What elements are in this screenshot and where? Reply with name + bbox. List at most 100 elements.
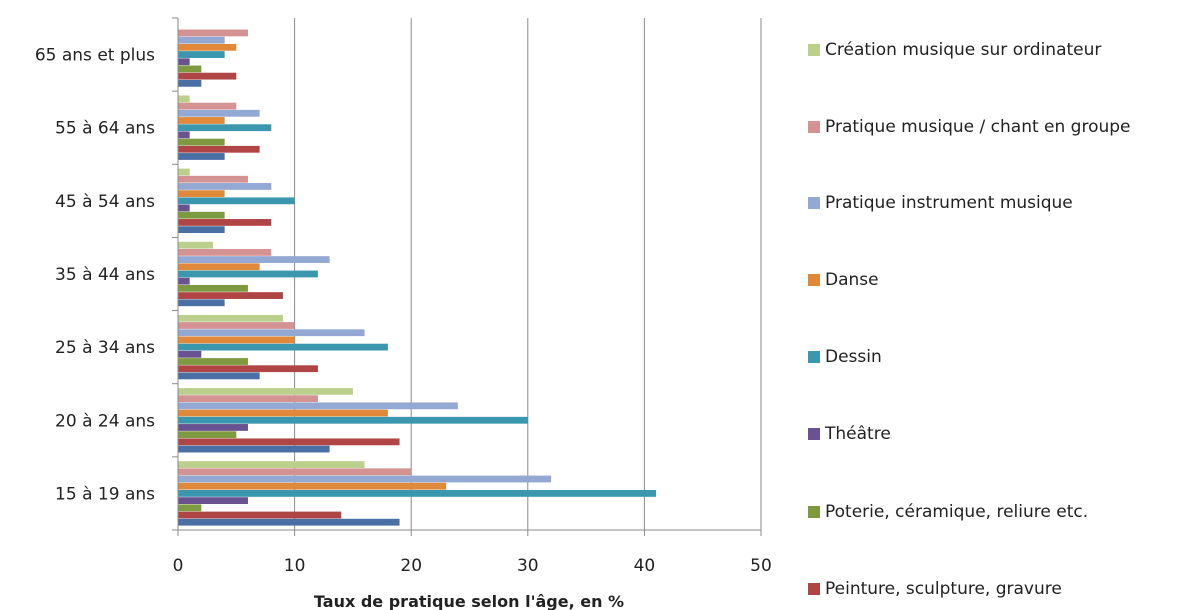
bar [178,431,237,439]
bar [178,277,190,285]
legend-label: Pratique musique / chant en groupe [825,117,1131,137]
bar [178,204,190,212]
bar [178,395,318,403]
legend-item: Pratique instrument musique [808,190,1173,216]
bar [178,51,225,58]
bar [178,263,260,271]
bar [178,95,190,103]
legend-label: Pratique instrument musique [825,193,1073,213]
legend-swatch [808,506,820,518]
bar [178,175,248,183]
bar [178,138,225,146]
bars [178,29,657,526]
y-tick-label: 25 à 34 ans [55,338,155,358]
bar [178,299,225,307]
y-tick-label: 15 à 19 ans [55,484,155,504]
bar [178,270,318,278]
bar [178,424,248,431]
y-tick-label: 20 à 24 ans [55,411,155,431]
legend-label: Poterie, céramique, reliure etc. [825,502,1089,522]
legend-swatch [808,583,820,595]
bar [178,358,248,365]
bar [178,117,225,124]
bar [178,145,260,153]
legend-item: Dessin [808,344,1173,370]
legend-swatch [808,197,820,209]
bar [178,329,365,337]
legend-item: Pratique musique / chant en groupe [808,114,1173,140]
bar [178,219,272,226]
bar [178,322,295,329]
legend-item: Danse [808,267,1173,293]
bar [178,482,447,490]
legend-swatch [808,121,820,133]
bar [178,109,260,117]
bar [178,438,400,446]
legend-swatch [808,44,820,56]
bar [178,102,237,110]
bar [178,350,202,358]
bar [178,343,388,351]
bar [178,388,353,395]
legend: Création musique sur ordinateur Pratique… [808,0,1178,610]
bar [178,445,330,453]
bar [178,190,225,198]
legend-swatch [808,351,820,363]
legend-item: Poterie, céramique, reliure etc. [808,499,1173,525]
bar [178,79,202,87]
bar [178,402,458,410]
legend-label: Dessin [825,347,882,367]
bar [178,248,272,256]
legend-label: Théâtre [825,424,891,444]
bar [178,72,237,80]
legend-swatch [808,274,820,286]
bar [178,490,657,497]
bar [178,65,202,73]
legend-label: Création musique sur ordinateur [825,40,1102,60]
x-tick-label: 10 [284,556,306,576]
bar [178,153,225,160]
x-tick-label: 40 [634,556,656,576]
bar [178,29,248,37]
bar [178,497,248,504]
x-tick-label: 20 [400,556,422,576]
bar [178,365,318,373]
x-axis-label: Taux de pratique selon l'âge, en % [314,592,624,610]
legend-swatch [808,428,820,440]
x-tick-label: 30 [517,556,539,576]
y-tick-label: 65 ans et plus [35,46,155,66]
bar [178,409,388,417]
legend-item: Peinture, sculpture, gravure [808,576,1173,602]
gridlines [294,18,762,530]
bar [178,124,272,132]
bar [178,284,248,292]
legend-item: Théâtre [808,421,1173,447]
y-tick-label: 45 à 54 ans [55,192,155,212]
bar [178,58,190,66]
bar [178,511,342,519]
bar [178,461,365,468]
bar [178,183,272,190]
axes [172,17,762,536]
bar [178,241,213,249]
bar [178,468,412,476]
chart: 0 10 20 30 40 50 15 à 19 ans 20 à 24 ans 25 à 34… [35,17,772,610]
bar [178,504,202,512]
bar [178,372,260,380]
bar [178,43,237,51]
bar [178,226,225,234]
bar [178,416,528,424]
bar [178,168,190,176]
y-tick-label: 35 à 44 ans [55,265,155,285]
legend-label: Danse [825,270,879,290]
tick-labels: 0 10 20 30 40 50 15 à 19 ans 20 à 24 ans 25 à 34… [35,46,772,576]
bar [178,256,330,263]
bar [178,197,295,205]
bar [178,336,295,344]
x-tick-label: 0 [173,556,184,576]
legend-label: Peinture, sculpture, gravure [825,579,1062,599]
bar [178,36,225,44]
y-tick-label: 55 à 64 ans [55,119,155,139]
bar [178,475,552,483]
bar [178,131,190,139]
